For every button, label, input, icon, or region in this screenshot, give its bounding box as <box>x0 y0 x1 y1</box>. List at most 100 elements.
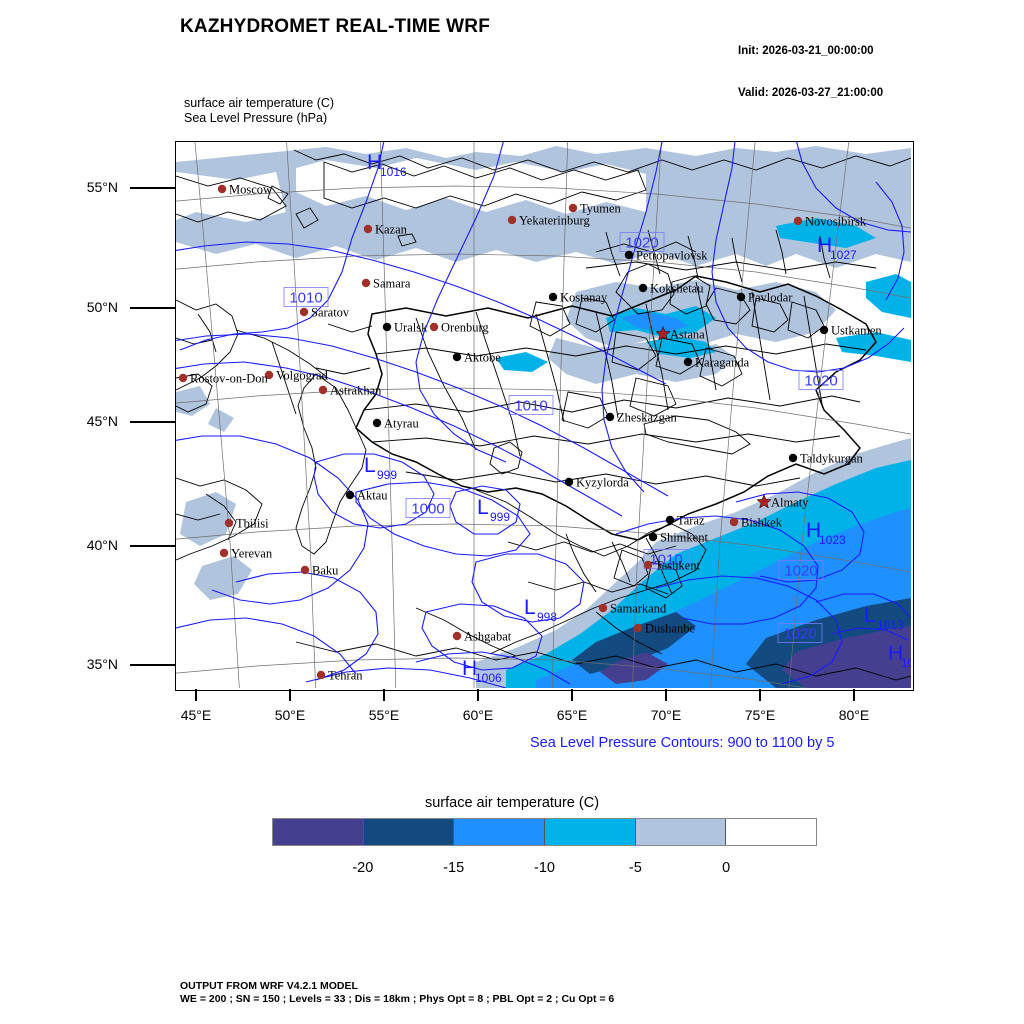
city-marker: Aktau <box>345 489 388 503</box>
contour-label-value: 1000 <box>411 501 444 518</box>
city-dot-icon <box>736 292 746 302</box>
city-marker: Kostanay <box>548 291 608 305</box>
colorbar-tick-label: -5 <box>628 860 642 876</box>
pressure-center-l: L 999 <box>477 496 510 524</box>
lon-tick-mark <box>853 689 855 701</box>
colorbar-segment <box>726 819 817 845</box>
colorbar-segment <box>363 819 455 845</box>
colorbar-tick-label: -20 <box>352 860 374 876</box>
city-label: Karaganda <box>695 356 750 370</box>
contour-label-box <box>643 549 689 569</box>
city-label: Novosibirsk <box>805 215 867 229</box>
contour-label: 1020 <box>777 623 823 643</box>
lon-tick-label: 50°E <box>274 707 306 723</box>
city-dot-icon <box>598 603 608 613</box>
init-time: Init: 2026-03-21_00:00:00 <box>738 45 874 57</box>
city-label: Kostanay <box>560 291 608 305</box>
city-marker: Shimkent <box>648 531 708 545</box>
contour-label-value: 1020 <box>625 235 658 252</box>
city-dot-icon <box>548 292 558 302</box>
city-dot-icon <box>648 532 658 542</box>
city-label: Ashgabat <box>464 630 512 644</box>
city-marker: Petropavlovsk <box>624 249 708 263</box>
colorbar-tick-label: 0 <box>722 860 731 876</box>
contour-label-value: 1010 <box>649 552 682 569</box>
colorbar[interactable] <box>272 818 817 846</box>
lon-tick-label: 65°E <box>556 707 588 723</box>
lat-tick-label: 35°N <box>86 656 118 672</box>
city-label: Taldykurgan <box>800 452 864 466</box>
lat-tick-label: 40°N <box>86 537 118 553</box>
pressure-center-symbol: L <box>864 604 876 627</box>
weather-map[interactable]: 1010 1020 1010 1020 1000 1010 1020 1020 H 1016 H 1… <box>175 141 914 691</box>
contour-labels: 1010 1020 1010 1020 1000 1010 1020 1020 <box>283 232 844 643</box>
lon-tick-mark <box>383 689 385 701</box>
pressure-center-h: H1025 <box>888 642 911 670</box>
pressure-center-symbol: L <box>477 496 489 519</box>
city-marker: Yerevan <box>219 547 273 561</box>
city-label: Orenburg <box>441 321 489 335</box>
city-dot-icon <box>819 325 829 335</box>
city-label: Volgograd <box>276 369 329 383</box>
pressure-center-value: 1023 <box>819 533 846 547</box>
city-marker: Taldykurgan <box>788 452 864 466</box>
model-footer: OUTPUT FROM WRF V4.2.1 MODEL WE = 200 ; … <box>180 980 614 1006</box>
lat-tick-label: 45°N <box>86 413 118 429</box>
page-title: KAZHYDROMET REAL-TIME WRF <box>180 16 491 37</box>
city-dot-icon <box>507 215 517 225</box>
city-marker: Novosibirsk <box>793 215 867 229</box>
lon-tick-mark <box>571 689 573 701</box>
lon-tick-mark <box>289 689 291 701</box>
lon-tick-mark <box>665 689 667 701</box>
colorbar-tick-label: -10 <box>534 860 555 876</box>
lon-tick-label: 80°E <box>838 707 870 723</box>
city-dot-icon <box>793 216 803 226</box>
lat-tick-label: 55°N <box>86 179 118 195</box>
city-marker: Astrakhan <box>318 384 382 398</box>
city-marker: Pavlodar <box>736 291 793 305</box>
city-dot-icon <box>568 203 578 213</box>
city-label: Bishkek <box>741 516 783 530</box>
city-marker: Kazan <box>363 223 408 237</box>
city-dot-icon <box>318 385 328 395</box>
city-dot-icon <box>729 517 739 527</box>
pressure-center-symbol: H <box>806 519 821 542</box>
city-label: Shimkent <box>660 531 708 545</box>
city-marker: Tyumen <box>568 202 622 216</box>
colorbar-segment <box>545 819 636 845</box>
city-label: Saratov <box>311 306 350 320</box>
city-label: Tyumen <box>580 202 622 216</box>
contour-label-box <box>778 560 824 580</box>
colorbar-segment <box>454 819 546 845</box>
city-marker: Aktobe <box>452 351 501 365</box>
colorbar-segment <box>635 819 727 845</box>
capital-star-icon <box>756 493 772 509</box>
city-marker: Tbilisi <box>224 517 269 531</box>
city-dot-icon <box>638 283 648 293</box>
city-label: Dushanbe <box>645 622 695 636</box>
pressure-center-value: 999 <box>377 468 397 482</box>
city-marker: Volgograd <box>264 369 329 383</box>
pressure-center-value: 1013 <box>877 618 904 632</box>
city-dot-icon <box>382 322 392 332</box>
city-label: Yerevan <box>231 547 273 561</box>
field-caption-temperature: surface air temperature (C) <box>184 96 335 110</box>
city-dot-icon <box>264 370 274 380</box>
contour-label: 1000 <box>405 498 451 518</box>
city-label: Astrakhan <box>330 384 382 398</box>
pressure-center-l: L 1013 <box>864 604 904 632</box>
city-label: Aktau <box>357 489 388 503</box>
lon-tick-mark <box>477 689 479 701</box>
capital-star-icon <box>655 325 671 341</box>
lon-tick-label: 55°E <box>368 707 400 723</box>
contour-label: 1010 <box>283 287 329 307</box>
city-label: Kazan <box>375 223 408 237</box>
slp-contour-note: Sea Level Pressure Contours: 900 to 1100… <box>530 735 835 751</box>
city-marker: Atyrau <box>372 417 419 431</box>
city-dot-icon <box>683 357 693 367</box>
lon-tick-label: 70°E <box>650 707 682 723</box>
map-graticule <box>176 142 911 688</box>
colorbar-tick-labels: -20 -15 -10 -5 0 <box>272 860 817 880</box>
pressure-center-value: 1006 <box>475 671 502 685</box>
lon-tick-mark <box>759 689 761 701</box>
